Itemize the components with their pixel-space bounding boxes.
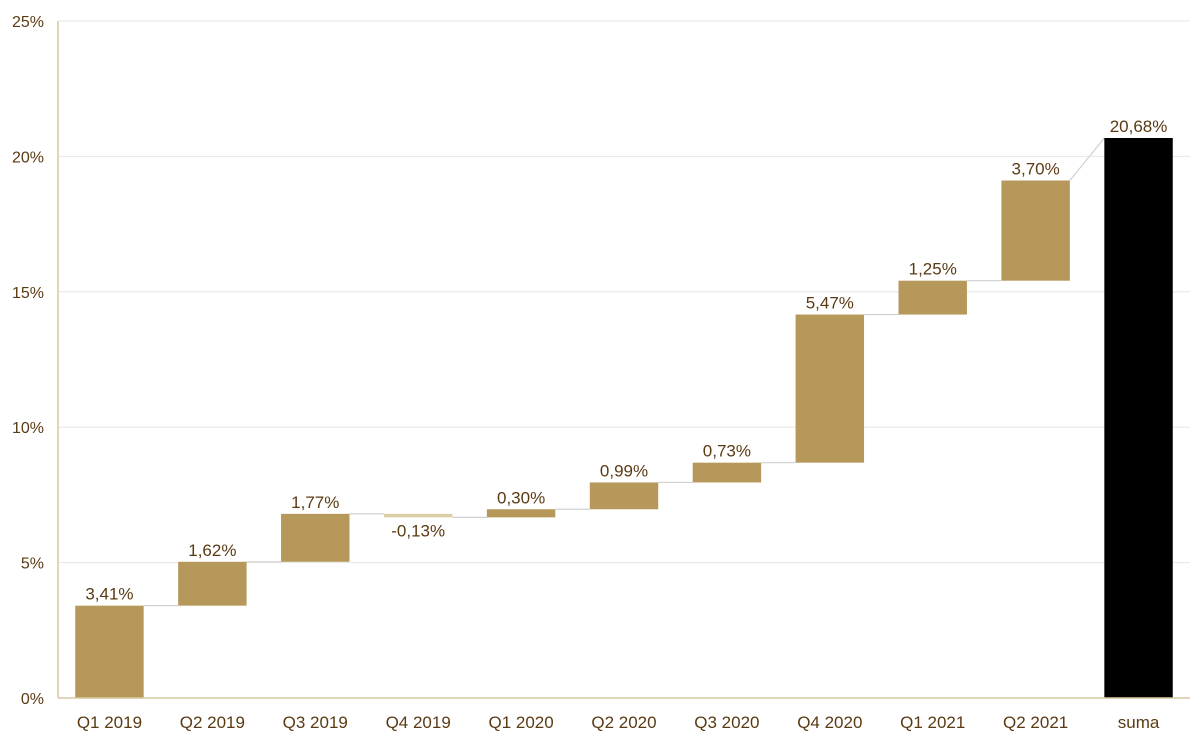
y-tick-label: 5% xyxy=(21,556,44,573)
data-label: 1,77% xyxy=(291,493,339,512)
x-tick-label: Q3 2019 xyxy=(283,713,348,732)
bar-q1-2020 xyxy=(486,509,556,518)
y-tick-label: 25% xyxy=(12,14,44,31)
data-label: 0,99% xyxy=(600,461,648,480)
bar-q1-2021 xyxy=(898,280,967,315)
bar-q4-2020 xyxy=(795,314,865,463)
bar-q2-2020 xyxy=(589,482,659,510)
y-tick-label: 0% xyxy=(21,691,44,708)
bar-q1-2019 xyxy=(75,605,144,698)
x-tick-label: Q1 2019 xyxy=(77,713,142,732)
bar-suma xyxy=(1104,137,1173,698)
x-tick-label: Q2 2019 xyxy=(180,713,245,732)
x-tick-label: Q4 2020 xyxy=(797,713,862,732)
data-label: -0,13% xyxy=(391,521,445,540)
bar-q2-2021 xyxy=(1001,180,1070,281)
x-tick-label: Q1 2020 xyxy=(488,713,553,732)
bar-q4-2019 xyxy=(383,513,453,518)
y-tick-label: 20% xyxy=(12,149,44,166)
data-label: 0,73% xyxy=(703,442,751,461)
x-tick-label: Q4 2019 xyxy=(386,713,451,732)
data-label: 1,62% xyxy=(188,541,236,560)
data-label: 3,70% xyxy=(1012,160,1060,179)
x-tick-label: Q2 2021 xyxy=(1003,713,1068,732)
connector-line xyxy=(1069,137,1105,181)
data-label: 1,25% xyxy=(909,260,957,279)
x-axis-ticks: Q1 2019 Q2 2019 Q3 2019 Q4 2019 Q1 2020 Q2 20… xyxy=(77,713,1160,732)
x-tick-label: Q1 2021 xyxy=(900,713,965,732)
bar-q3-2020 xyxy=(692,462,762,483)
y-tick-label: 10% xyxy=(12,420,44,437)
x-tick-label: Q2 2020 xyxy=(591,713,656,732)
bar-q2-2019 xyxy=(178,561,247,606)
y-tick-label: 15% xyxy=(12,285,44,302)
bars xyxy=(75,137,1173,698)
data-label: 20,68% xyxy=(1110,117,1168,136)
x-tick-label: Q3 2020 xyxy=(694,713,759,732)
bar-q3-2019 xyxy=(281,513,350,562)
data-label: 3,41% xyxy=(85,585,133,604)
data-labels: 3,41% 1,62% 1,77% -0,13% 0,30% 0,99% 0,73% 5,47… xyxy=(85,117,1167,604)
grid-lines xyxy=(58,20,1190,564)
x-tick-label: suma xyxy=(1118,713,1160,732)
connector-lines xyxy=(143,137,1105,607)
data-label: 5,47% xyxy=(806,294,854,313)
data-label: 0,30% xyxy=(497,488,545,507)
y-axis-ticks: 0% 5% 10% 15% 20% 25% xyxy=(12,14,44,708)
